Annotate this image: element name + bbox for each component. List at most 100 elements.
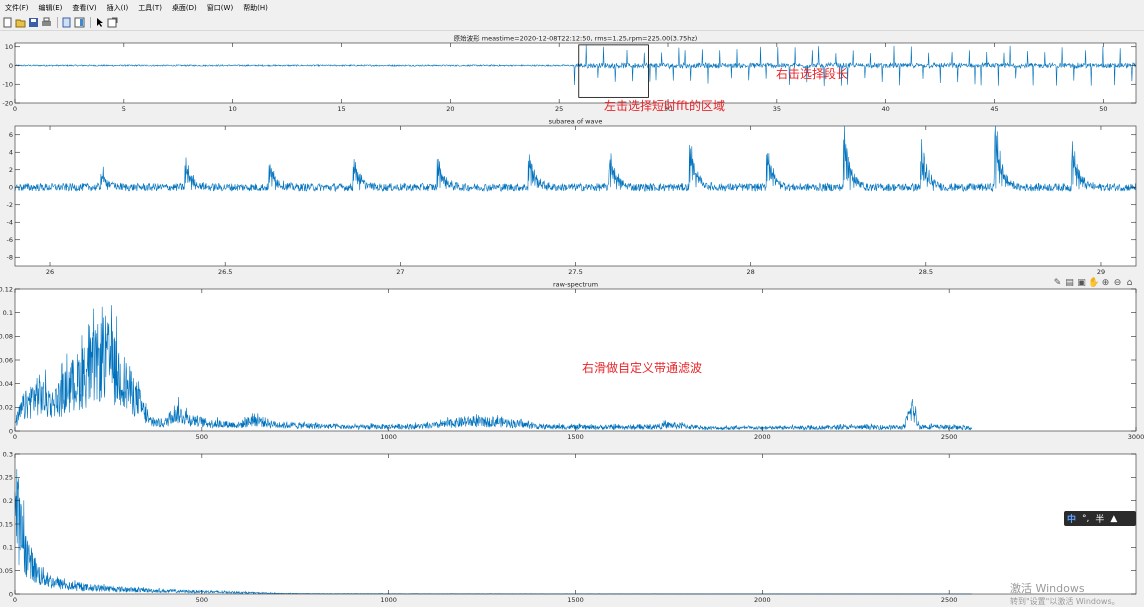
zoom-out-icon[interactable]: ⊖	[1113, 278, 1122, 288]
x-tick-label: 2500	[941, 596, 958, 604]
y-tick-label: 0	[9, 427, 13, 435]
x-tick-label: 25	[555, 105, 563, 113]
y-tick-label: -8	[7, 254, 13, 262]
ime-toolbar[interactable]: 中 °, 半 ▲	[1064, 511, 1136, 526]
activation-watermark-sub: 转到"设置"以激活 Windows。	[1010, 597, 1120, 606]
plot-area[interactable]	[15, 289, 1136, 431]
activation-watermark: 激活 Windows	[1010, 582, 1085, 595]
chart-title: raw-spectrum	[553, 281, 598, 289]
series-line	[14, 305, 972, 431]
insert-colorbar-icon[interactable]	[74, 17, 85, 28]
edit-plot-icon[interactable]	[107, 17, 118, 28]
brush-icon[interactable]: ✎	[1053, 278, 1062, 288]
zoom-in-icon[interactable]: ⊕	[1101, 278, 1110, 288]
x-tick-label: 500	[196, 596, 208, 604]
figure-toolbar	[0, 15, 1144, 31]
y-tick-label: 0	[9, 184, 13, 192]
axes-0[interactable]: 原始波形 meastime=2020-12-08T22:12:50, rms=1…	[2, 34, 1137, 114]
menu-item-4[interactable]: 工具(T)	[138, 3, 162, 12]
y-tick-label: 0.05	[0, 567, 13, 575]
menu-bar: 文件(F) 编辑(E) 查看(V) 插入(I) 工具(T) 桌面(D) 窗口(W) 帮助(H)	[0, 0, 1144, 15]
x-tick-label: 26	[46, 268, 54, 276]
pan-icon[interactable]: ✋	[1088, 278, 1100, 288]
menu-item-6[interactable]: 窗口(W)	[206, 3, 234, 12]
ime-punct-mode[interactable]: °,	[1082, 513, 1090, 524]
y-tick-label: 0.04	[0, 380, 13, 388]
datatip-icon[interactable]: ▤	[1065, 278, 1074, 288]
y-tick-label: -6	[7, 236, 13, 244]
selection-rectangle[interactable]	[578, 44, 649, 98]
new-file-icon[interactable]	[2, 17, 13, 28]
menu-item-0[interactable]: 文件(F)	[5, 3, 29, 12]
link-plot-icon[interactable]	[61, 17, 72, 28]
open-folder-icon[interactable]	[15, 17, 26, 28]
x-tick-label: 1000	[380, 433, 397, 441]
figure-canvas[interactable]: 原始波形 meastime=2020-12-08T22:12:50, rms=1…	[0, 31, 1144, 606]
menu-item-2[interactable]: 查看(V)	[72, 3, 97, 12]
x-tick-label: 3000	[1128, 433, 1144, 441]
chart-title: 原始波形 meastime=2020-12-08T22:12:50, rms=1…	[454, 34, 698, 43]
x-tick-label: 35	[773, 105, 781, 113]
x-tick-label: 45	[990, 105, 998, 113]
axes-frame	[14, 42, 1137, 104]
x-tick-label: 1000	[380, 596, 397, 604]
y-tick-label: 4	[9, 149, 13, 157]
plot-area[interactable]	[15, 454, 1136, 594]
x-tick-label: 27	[396, 268, 404, 276]
x-tick-label: 1500	[567, 596, 584, 604]
toolbar-separator	[90, 17, 91, 28]
annotation-right-click-length: 右击选择段长	[776, 66, 848, 81]
plot-area[interactable]	[15, 43, 1136, 103]
x-tick-label: 2000	[754, 433, 771, 441]
y-tick-label: 0.1	[3, 309, 13, 317]
chart-title: subarea of wave	[549, 118, 603, 126]
x-tick-label: 20	[446, 105, 454, 113]
x-tick-label: 30	[664, 105, 672, 113]
axes-toolbar: ✎ ▤ ▣ ✋ ⊕ ⊖ ⌂	[1052, 278, 1135, 289]
plot-area[interactable]	[15, 126, 1136, 266]
x-tick-label: 1500	[567, 433, 584, 441]
y-tick-label: 0.15	[0, 520, 13, 528]
x-tick-label: 0	[13, 105, 17, 113]
x-tick-label: 29	[1097, 268, 1105, 276]
toolbar-separator	[57, 17, 58, 28]
annotation-left-click-region: 左击选择短时fft的区域	[604, 98, 725, 113]
menu-item-1[interactable]: 编辑(E)	[38, 3, 63, 12]
x-tick-label: 28.5	[919, 268, 933, 276]
x-tick-label: 50	[1099, 105, 1107, 113]
export-icon[interactable]: ▣	[1077, 278, 1086, 288]
series-line	[14, 45, 1137, 87]
y-tick-label: 0.25	[0, 474, 13, 482]
y-tick-label: 0.02	[0, 404, 13, 412]
y-tick-label: 2	[9, 166, 13, 174]
x-tick-label: 2500	[941, 433, 958, 441]
menu-item-5[interactable]: 桌面(D)	[171, 3, 197, 12]
axes-2[interactable]: raw-spectrum 0 500 1000 1500 2000 2500 3000 0 0.0…	[0, 281, 1144, 442]
home-icon[interactable]: ⌂	[1126, 278, 1133, 288]
menu-item-3[interactable]: 插入(I)	[106, 3, 129, 12]
print-icon[interactable]	[41, 17, 52, 28]
axes-3[interactable]: 0 500 1000 1500 2000 2500 0 0.05 0.1 0.15 0.2 0.25 0…	[0, 450, 1137, 604]
x-tick-label: 28	[747, 268, 755, 276]
y-tick-label: 0.06	[0, 356, 13, 364]
ime-chinese-mode[interactable]: 中	[1067, 515, 1077, 525]
y-tick-label: 0.1	[3, 544, 13, 552]
y-tick-label: 0.3	[3, 450, 13, 458]
y-tick-label: 6	[9, 131, 13, 139]
y-tick-label: -4	[7, 219, 13, 227]
ime-skin-icon[interactable]: ▲	[1110, 513, 1118, 524]
x-tick-label: 500	[196, 433, 208, 441]
select-pointer-icon[interactable]	[94, 17, 105, 28]
menu-item-7[interactable]: 帮助(H)	[243, 3, 268, 12]
y-tick-label: -20	[2, 99, 13, 107]
save-icon[interactable]	[28, 17, 39, 28]
y-tick-label: -10	[2, 81, 13, 89]
y-tick-label: 0	[9, 590, 13, 598]
x-tick-label: 10	[229, 105, 237, 113]
x-tick-label: 40	[882, 105, 890, 113]
y-tick-label: 0.12	[0, 285, 13, 293]
ime-half-mode[interactable]: 半	[1095, 515, 1105, 525]
x-tick-label: 0	[13, 596, 17, 604]
x-tick-label: 15	[337, 105, 345, 113]
